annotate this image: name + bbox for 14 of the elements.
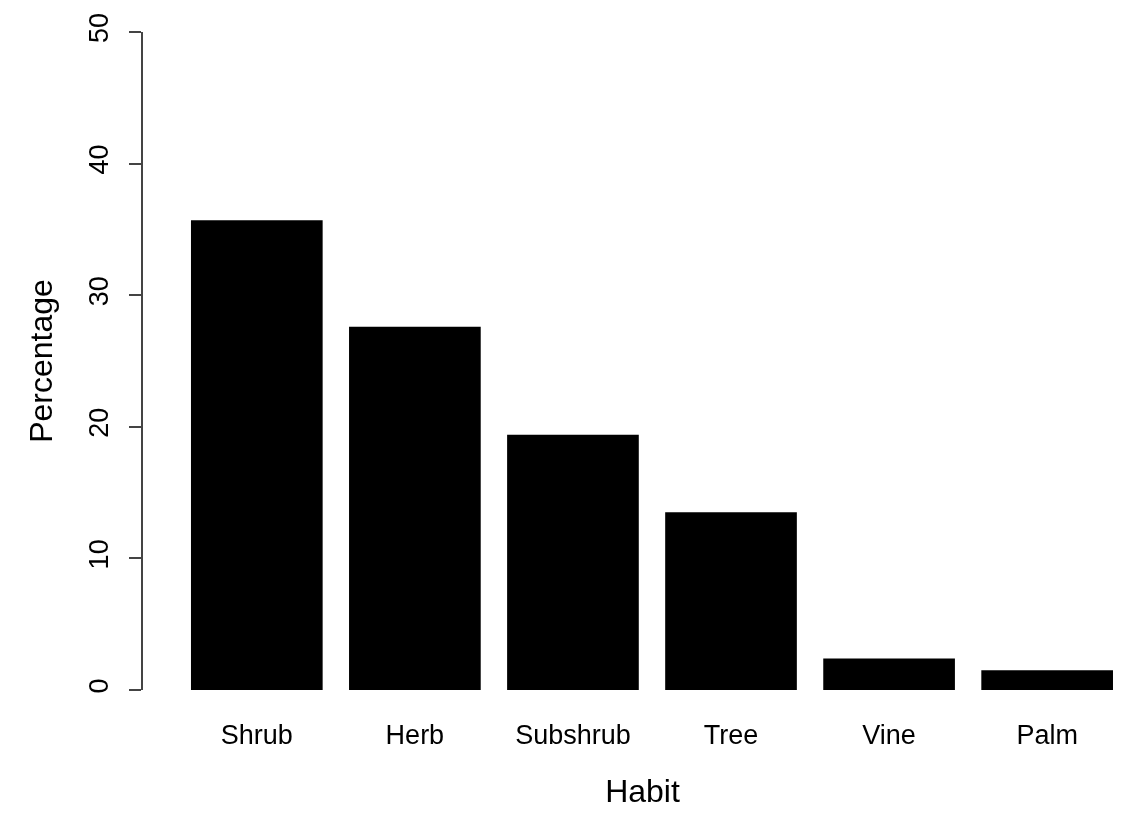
y-tick-label: 50 — [84, 12, 115, 43]
x-tick-label: Shrub — [220, 720, 293, 750]
x-tick-label: Subshrub — [515, 720, 631, 750]
y-axis-title: Percentage — [23, 279, 60, 443]
y-tick-label: 40 — [84, 144, 115, 175]
x-tick-label: Herb — [385, 720, 445, 750]
x-tick-label: Vine — [862, 720, 916, 750]
x-tick-label: Palm — [1016, 720, 1078, 750]
x-axis-title: Habit — [605, 772, 680, 809]
x-tick-label: Tree — [703, 720, 759, 750]
y-tick-label: 30 — [84, 276, 115, 307]
y-tick-label: 0 — [84, 678, 115, 694]
y-tick-label: 20 — [84, 407, 115, 438]
y-tick-label: 10 — [84, 539, 115, 570]
